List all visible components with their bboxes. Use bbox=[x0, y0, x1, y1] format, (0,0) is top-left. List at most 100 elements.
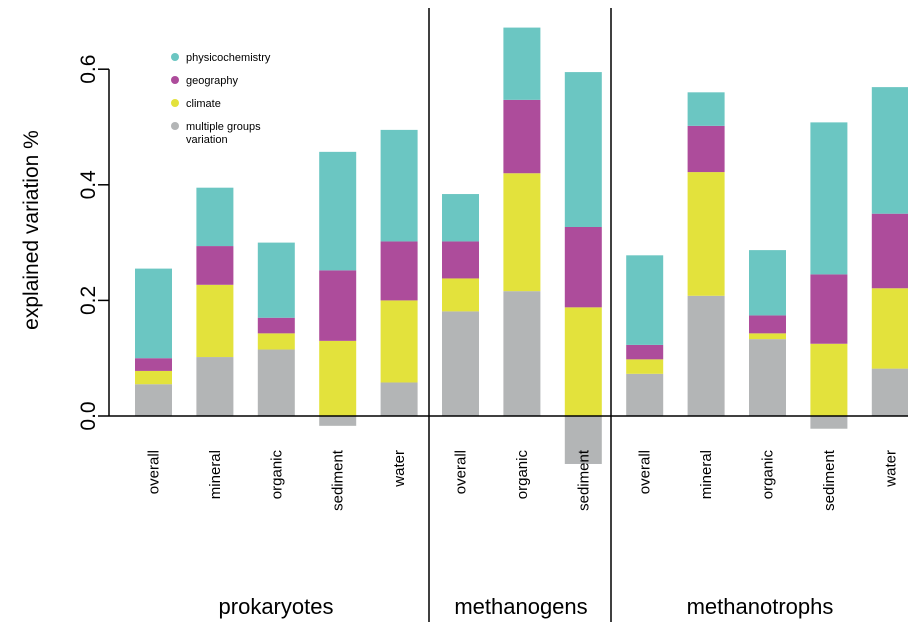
category-label: water bbox=[882, 450, 899, 488]
category-label: organic bbox=[268, 450, 285, 500]
bar-stack bbox=[196, 187, 234, 416]
bar-segment-geography bbox=[687, 125, 725, 173]
legend-label: multiple groups variation bbox=[186, 121, 261, 146]
bar-segment-multiple bbox=[442, 311, 479, 416]
y-axis: 0.0 0.2 0.4 0.6 bbox=[77, 55, 110, 431]
bar-segment-multiple bbox=[503, 291, 541, 416]
bar-segment-geography bbox=[257, 317, 295, 334]
bar-stack bbox=[871, 87, 908, 416]
bar-segment-physicochemistry bbox=[380, 129, 418, 242]
bar-segment-multiple bbox=[687, 295, 725, 416]
bar-stack bbox=[503, 27, 541, 416]
bar-segment-physicochemistry bbox=[135, 268, 172, 359]
bar-segment-climate bbox=[380, 300, 418, 383]
category-label: sediment bbox=[330, 449, 347, 511]
category-label: overall bbox=[146, 450, 163, 494]
bar-stack bbox=[810, 122, 848, 429]
bar-segment-climate bbox=[319, 340, 357, 416]
bar-segment-multiple bbox=[810, 416, 848, 429]
bar-segment-multiple bbox=[871, 368, 908, 416]
bar-segment-climate bbox=[442, 278, 479, 312]
bar-segment-multiple bbox=[626, 373, 664, 416]
bar-segment-geography bbox=[503, 99, 541, 174]
bar-segment-physicochemistry bbox=[503, 27, 541, 100]
bar-segment-climate bbox=[135, 370, 172, 385]
bar-segment-multiple bbox=[564, 416, 602, 464]
bar-segment-climate bbox=[503, 173, 541, 292]
category-label: organic bbox=[514, 450, 531, 500]
bar-stack bbox=[380, 129, 418, 416]
bar-segment-physicochemistry bbox=[871, 87, 908, 214]
bar-stack bbox=[626, 255, 664, 416]
bar-segment-climate bbox=[871, 288, 908, 369]
bar-segment-geography bbox=[442, 241, 479, 279]
category-label: sediment bbox=[575, 449, 592, 511]
category-labels: overall mineral organic sediment water overal… bbox=[146, 449, 900, 511]
bar-segment-geography bbox=[319, 270, 357, 341]
legend: physicochemistry geography climate multiple… bbox=[171, 52, 271, 146]
legend-label: climate bbox=[186, 98, 221, 110]
category-label: overall bbox=[453, 450, 470, 494]
bars-layer bbox=[135, 27, 908, 464]
y-tick-label: 0.2 bbox=[77, 286, 100, 315]
bar-segment-physicochemistry bbox=[257, 242, 295, 318]
category-label: water bbox=[391, 450, 408, 488]
bar-segment-climate bbox=[196, 284, 234, 358]
bar-segment-geography bbox=[749, 315, 786, 334]
legend-item-multiple: multiple groups variation bbox=[171, 121, 261, 146]
bar-segment-multiple bbox=[135, 384, 172, 416]
bar-segment-physicochemistry bbox=[319, 151, 357, 271]
y-tick-label: 0.6 bbox=[77, 55, 100, 84]
bar-segment-climate bbox=[810, 343, 848, 416]
bar-segment-physicochemistry bbox=[626, 255, 664, 345]
bar-stack bbox=[319, 151, 357, 426]
category-label: sediment bbox=[821, 449, 838, 511]
bar-segment-geography bbox=[196, 246, 234, 285]
bar-segment-climate bbox=[749, 333, 786, 340]
legend-swatch bbox=[171, 122, 179, 130]
bar-segment-multiple bbox=[380, 382, 418, 416]
y-tick-label: 0.4 bbox=[77, 170, 100, 200]
bar-segment-physicochemistry bbox=[196, 187, 234, 247]
bar-segment-geography bbox=[135, 358, 172, 371]
bar-segment-climate bbox=[687, 172, 725, 296]
bar-segment-multiple bbox=[749, 339, 786, 416]
legend-swatch bbox=[171, 53, 179, 61]
bar-segment-geography bbox=[626, 344, 664, 360]
category-label: organic bbox=[760, 450, 777, 500]
bar-segment-geography bbox=[871, 213, 908, 289]
bar-segment-physicochemistry bbox=[810, 122, 848, 275]
bar-segment-multiple bbox=[257, 349, 295, 416]
legend-label: physicochemistry bbox=[186, 52, 271, 64]
bar-segment-climate bbox=[257, 333, 295, 350]
bar-segment-physicochemistry bbox=[687, 92, 725, 126]
group-label: methanotrophs bbox=[687, 594, 834, 619]
bar-segment-multiple bbox=[196, 357, 234, 416]
legend-item-geography: geography bbox=[171, 75, 238, 87]
category-label: overall bbox=[637, 450, 654, 494]
legend-item-climate: climate bbox=[171, 98, 221, 110]
bar-segment-climate bbox=[626, 359, 664, 374]
bar-stack bbox=[257, 242, 295, 416]
bar-stack bbox=[564, 72, 602, 464]
group-label: methanogens bbox=[454, 594, 587, 619]
y-tick-label: 0.0 bbox=[77, 401, 100, 430]
bar-segment-geography bbox=[810, 274, 848, 344]
bar-stack bbox=[442, 194, 479, 416]
bar-segment-physicochemistry bbox=[749, 250, 786, 316]
bar-stack bbox=[749, 250, 786, 416]
group-separators bbox=[428, 8, 612, 622]
category-label: mineral bbox=[207, 450, 224, 499]
legend-swatch bbox=[171, 76, 179, 84]
bar-segment-geography bbox=[380, 241, 418, 301]
bar-segment-geography bbox=[564, 226, 602, 308]
group-labels: prokaryotes methanogens methanotrophs bbox=[219, 594, 834, 619]
bar-stack bbox=[135, 268, 172, 416]
bar-segment-physicochemistry bbox=[442, 194, 479, 242]
bar-stack bbox=[687, 92, 725, 416]
legend-swatch bbox=[171, 99, 179, 107]
legend-item-physicochemistry: physicochemistry bbox=[171, 52, 271, 64]
category-label: mineral bbox=[698, 450, 715, 499]
bar-segment-multiple bbox=[319, 416, 357, 426]
